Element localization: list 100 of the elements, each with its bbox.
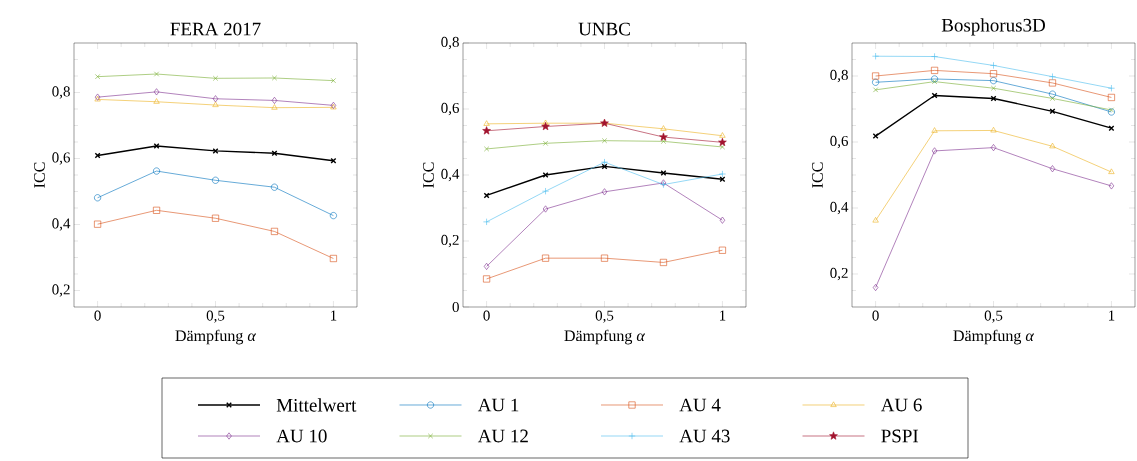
x-tick-label: 0,5 <box>206 310 225 323</box>
y-tick-label: 0,2 <box>830 267 848 281</box>
point <box>484 146 490 152</box>
point <box>1107 93 1115 101</box>
x-tick-label: 0,5 <box>984 310 1003 323</box>
point <box>990 77 998 85</box>
y-tick-label: 0,8 <box>52 86 70 99</box>
x-tick-label: 0 <box>872 310 879 321</box>
legend-label: AU 10 <box>276 429 327 443</box>
y-tick-label: 0,8 <box>830 69 848 83</box>
point <box>931 75 939 83</box>
point <box>931 66 939 74</box>
point <box>153 206 161 214</box>
point <box>212 75 219 81</box>
point <box>542 140 549 146</box>
point <box>329 212 337 220</box>
x-tick-label: 0 <box>94 310 101 321</box>
point <box>1108 182 1115 190</box>
y-tick-label: 0,4 <box>830 201 849 215</box>
y-axis-title: ICC <box>34 162 45 188</box>
point <box>1048 73 1056 81</box>
point <box>990 70 998 78</box>
point <box>990 126 997 133</box>
y-tick-label: 0,2 <box>52 284 70 297</box>
point <box>271 75 278 81</box>
point <box>718 170 726 178</box>
legend-label: AU 1 <box>477 398 519 412</box>
point <box>719 132 726 138</box>
point <box>1048 90 1056 98</box>
point <box>153 98 160 104</box>
y-axis-title: ICC <box>812 162 823 188</box>
point <box>153 88 160 96</box>
legend-label: PSPI <box>881 429 919 443</box>
legend-label: AU 4 <box>679 398 721 412</box>
point <box>872 78 880 86</box>
point <box>719 144 725 150</box>
point <box>542 205 549 213</box>
x-tick-label: 1 <box>719 310 726 321</box>
y-tick-label: 0,6 <box>830 135 849 149</box>
point <box>271 104 278 110</box>
point <box>1049 165 1056 173</box>
point <box>872 284 879 292</box>
x-tick-label: 0,5 <box>595 310 614 323</box>
x-tick-label: 0 <box>483 310 490 321</box>
point <box>931 147 938 155</box>
point <box>931 127 938 133</box>
legend-label: AU 12 <box>477 429 528 443</box>
point <box>483 262 490 270</box>
point <box>542 119 549 126</box>
point <box>270 227 278 235</box>
x-axis-title: Dämpfung α <box>564 329 646 345</box>
point <box>94 220 102 228</box>
x-tick-label: 1 <box>330 310 337 321</box>
point <box>1049 142 1056 149</box>
point <box>872 217 879 223</box>
point <box>990 61 998 69</box>
legend-label: AU 6 <box>880 398 922 412</box>
point <box>330 78 336 84</box>
legend-label: Mittelwert <box>276 398 357 412</box>
point <box>212 95 219 103</box>
point <box>718 137 727 146</box>
point <box>719 216 726 224</box>
y-axis-title: ICC <box>423 162 434 188</box>
point <box>153 143 160 149</box>
y-tick-label: 0,8 <box>441 36 459 50</box>
point <box>483 275 491 283</box>
point <box>329 254 337 262</box>
point <box>1107 84 1115 92</box>
point <box>271 96 278 104</box>
point <box>660 138 667 144</box>
point <box>601 158 609 166</box>
point <box>718 246 726 254</box>
point <box>659 132 668 141</box>
point <box>659 258 667 266</box>
point <box>601 138 608 144</box>
point <box>990 85 997 91</box>
chart-title: Bosphorus3D <box>941 18 1045 36</box>
y-tick-label: 0,4 <box>52 218 71 231</box>
point <box>931 79 938 85</box>
point <box>660 125 667 131</box>
point <box>94 194 102 202</box>
point <box>482 126 491 135</box>
point <box>601 254 609 262</box>
chart-title: FERA 2017 <box>170 22 261 36</box>
point <box>483 120 490 126</box>
point <box>270 183 278 191</box>
point <box>931 53 939 61</box>
point <box>1049 95 1056 102</box>
point <box>660 170 667 176</box>
point <box>872 72 880 80</box>
point <box>601 188 608 196</box>
y-tick-label: 0,4 <box>441 168 460 182</box>
point <box>95 74 101 80</box>
point <box>212 176 219 184</box>
x-axis-title: Dämpfung α <box>953 329 1035 345</box>
point <box>542 187 550 195</box>
legend-label: AU 43 <box>679 429 730 443</box>
x-axis-title: Dämpfung α <box>175 329 257 345</box>
point <box>1048 79 1056 87</box>
point <box>153 71 160 77</box>
